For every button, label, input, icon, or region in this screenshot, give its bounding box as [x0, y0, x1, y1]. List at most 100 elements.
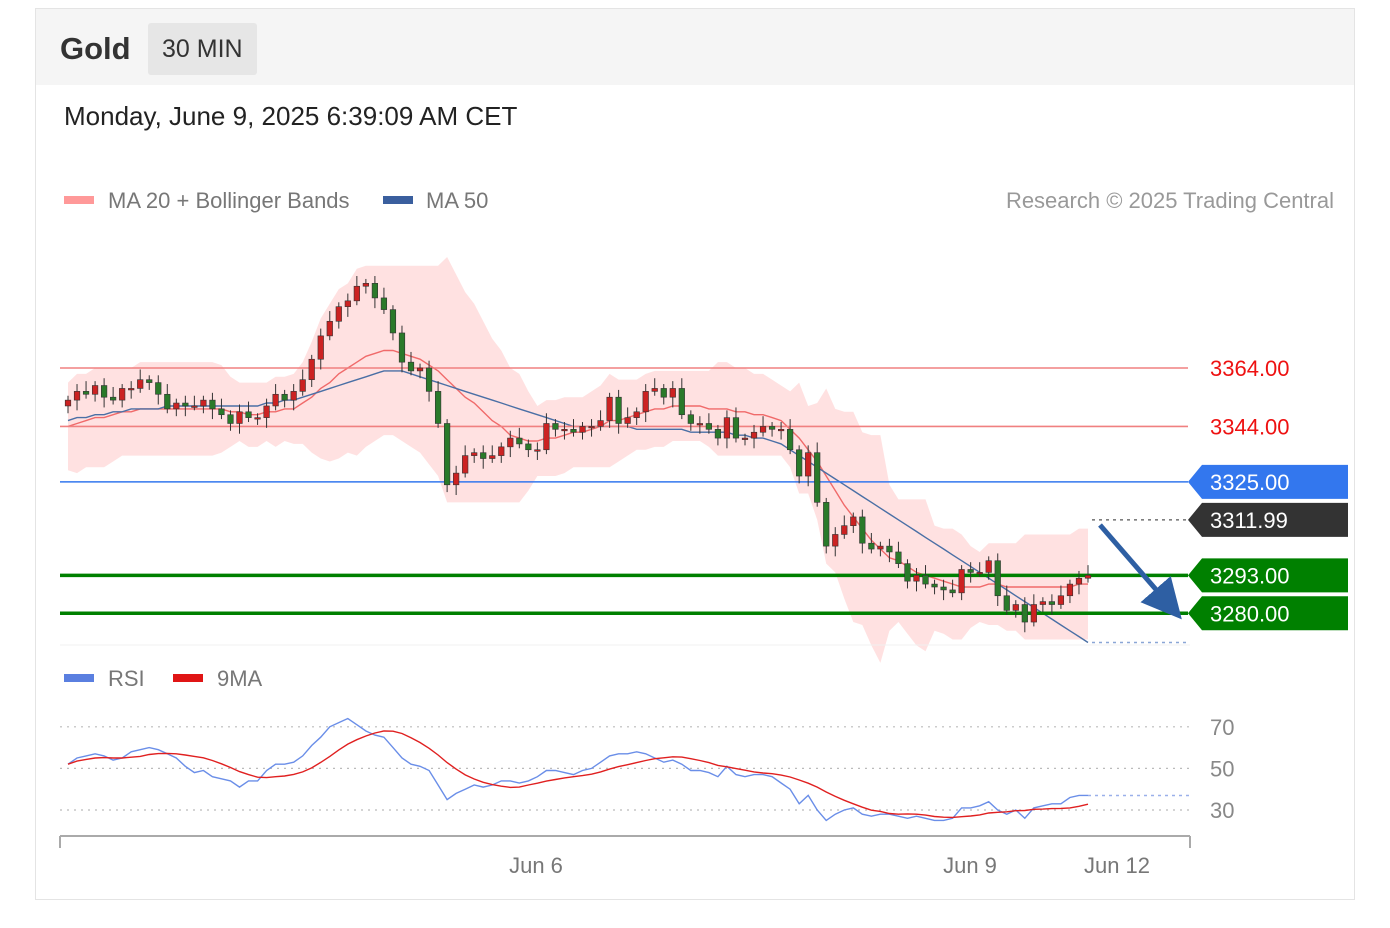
candle-body	[705, 423, 712, 430]
interval-badge[interactable]: 30 MIN	[148, 23, 257, 75]
candle-body	[128, 388, 135, 391]
candle-body	[371, 283, 379, 299]
candle-body	[732, 417, 740, 439]
candle-body	[137, 379, 144, 389]
candle-body	[281, 393, 288, 401]
candle-body	[416, 367, 424, 372]
candle-body	[507, 437, 514, 448]
candle-body	[579, 426, 586, 433]
candle-body	[380, 297, 388, 310]
candle-body	[91, 385, 99, 395]
candle-body	[1039, 601, 1046, 605]
candle-body	[759, 426, 767, 433]
candle-body	[290, 391, 297, 401]
ma20-legend-swatch	[64, 196, 94, 204]
candle-body	[985, 560, 992, 573]
candle-body	[796, 449, 803, 477]
ma50-legend-swatch	[383, 196, 413, 204]
support-1-tag	[1188, 558, 1348, 593]
candle-body	[227, 414, 234, 424]
candle-body	[922, 575, 929, 585]
candle-body	[814, 452, 821, 503]
current-price-label: 3311.99	[1210, 508, 1288, 533]
candle-body	[723, 417, 731, 439]
candle-body	[940, 586, 947, 591]
candle-body	[1012, 604, 1019, 611]
rsi-legend-swatch	[64, 674, 94, 682]
candle-body	[1066, 583, 1074, 597]
candle-body	[480, 452, 487, 459]
candle-body	[434, 391, 442, 424]
candle-body	[714, 429, 722, 439]
candle-body	[299, 379, 306, 392]
forecast-arrow	[1098, 523, 1182, 620]
candle-body	[1057, 595, 1065, 605]
rsi-ma-legend-swatch	[173, 674, 203, 682]
ma50-legend-label: MA 50	[426, 188, 488, 213]
candle-body	[850, 516, 857, 526]
instrument-title: Gold	[60, 31, 131, 66]
candle-body	[425, 367, 433, 392]
timestamp: Monday, June 9, 2025 6:39:09 AM CET	[64, 101, 518, 131]
candle-body	[669, 388, 676, 398]
x-axis: Jun 6 Jun 9 Jun 12	[59, 835, 1191, 878]
candle-body	[173, 402, 180, 410]
candle-body	[633, 411, 640, 418]
candle-body	[489, 455, 496, 459]
candle-body	[344, 300, 351, 307]
candle-body	[353, 285, 360, 302]
candle-body	[886, 545, 893, 553]
candle-body	[146, 379, 153, 383]
candle-body	[525, 443, 532, 451]
price-legend: MA 20 + Bollinger Bands MA 50 Research ©…	[64, 188, 1334, 213]
candle-body	[552, 423, 559, 430]
candle-body	[741, 437, 749, 440]
candle-body	[82, 391, 90, 395]
rsi-legend-label: RSI	[108, 666, 145, 691]
candle-body	[110, 396, 117, 401]
candle-body	[1021, 604, 1028, 623]
candle-body	[832, 534, 839, 547]
rsi-ma-line	[67, 730, 1089, 819]
candle-body	[1003, 595, 1010, 611]
candle-body	[245, 411, 252, 418]
candle-body	[687, 414, 694, 424]
rsi-legend: RSI 9MA	[64, 666, 263, 691]
candle-body	[155, 382, 162, 395]
candle-body	[958, 569, 965, 594]
candle-body	[904, 563, 911, 582]
candle-body	[389, 309, 397, 334]
candle-body	[119, 388, 126, 401]
candle-body	[967, 569, 974, 573]
candle-body	[462, 455, 469, 474]
candle-body	[768, 426, 776, 430]
ma20-legend-label: MA 20 + Bollinger Bands	[108, 188, 350, 213]
candle-body	[777, 429, 785, 432]
candle-body	[209, 399, 216, 410]
candle-body	[660, 388, 667, 398]
support-1-label: 3293.00	[1210, 563, 1290, 588]
candle-body	[191, 405, 198, 408]
bollinger-band	[68, 257, 1088, 663]
candlesticks	[64, 276, 1092, 633]
candle-body	[588, 426, 595, 429]
support-2-tag	[1188, 596, 1348, 631]
candle-body	[787, 429, 794, 451]
pivot-label: 3325.00	[1210, 470, 1290, 495]
candle-body	[913, 575, 920, 582]
resistance-1-label: 3344.00	[1210, 414, 1290, 439]
candle-body	[561, 429, 568, 432]
candle-body	[317, 335, 324, 360]
candle-body	[597, 420, 604, 427]
candle-body	[868, 542, 875, 550]
candle-body	[308, 358, 315, 380]
candle-body	[362, 283, 369, 287]
x-tick-label: Jun 6	[509, 853, 563, 878]
x-tick-label: Jun 9	[943, 853, 997, 878]
copyright-text: Research © 2025 Trading Central	[1006, 188, 1334, 213]
candle-body	[976, 572, 983, 575]
x-tick-label: Jun 12	[1084, 853, 1150, 878]
price-levels: 3364.00 3344.00 3325.00 3311.99 3293.00 3280.…	[60, 356, 1348, 631]
candle-body	[859, 516, 866, 544]
chart-card: Gold 30 MIN Monday, June 9, 2025 6:39:09…	[35, 8, 1355, 900]
